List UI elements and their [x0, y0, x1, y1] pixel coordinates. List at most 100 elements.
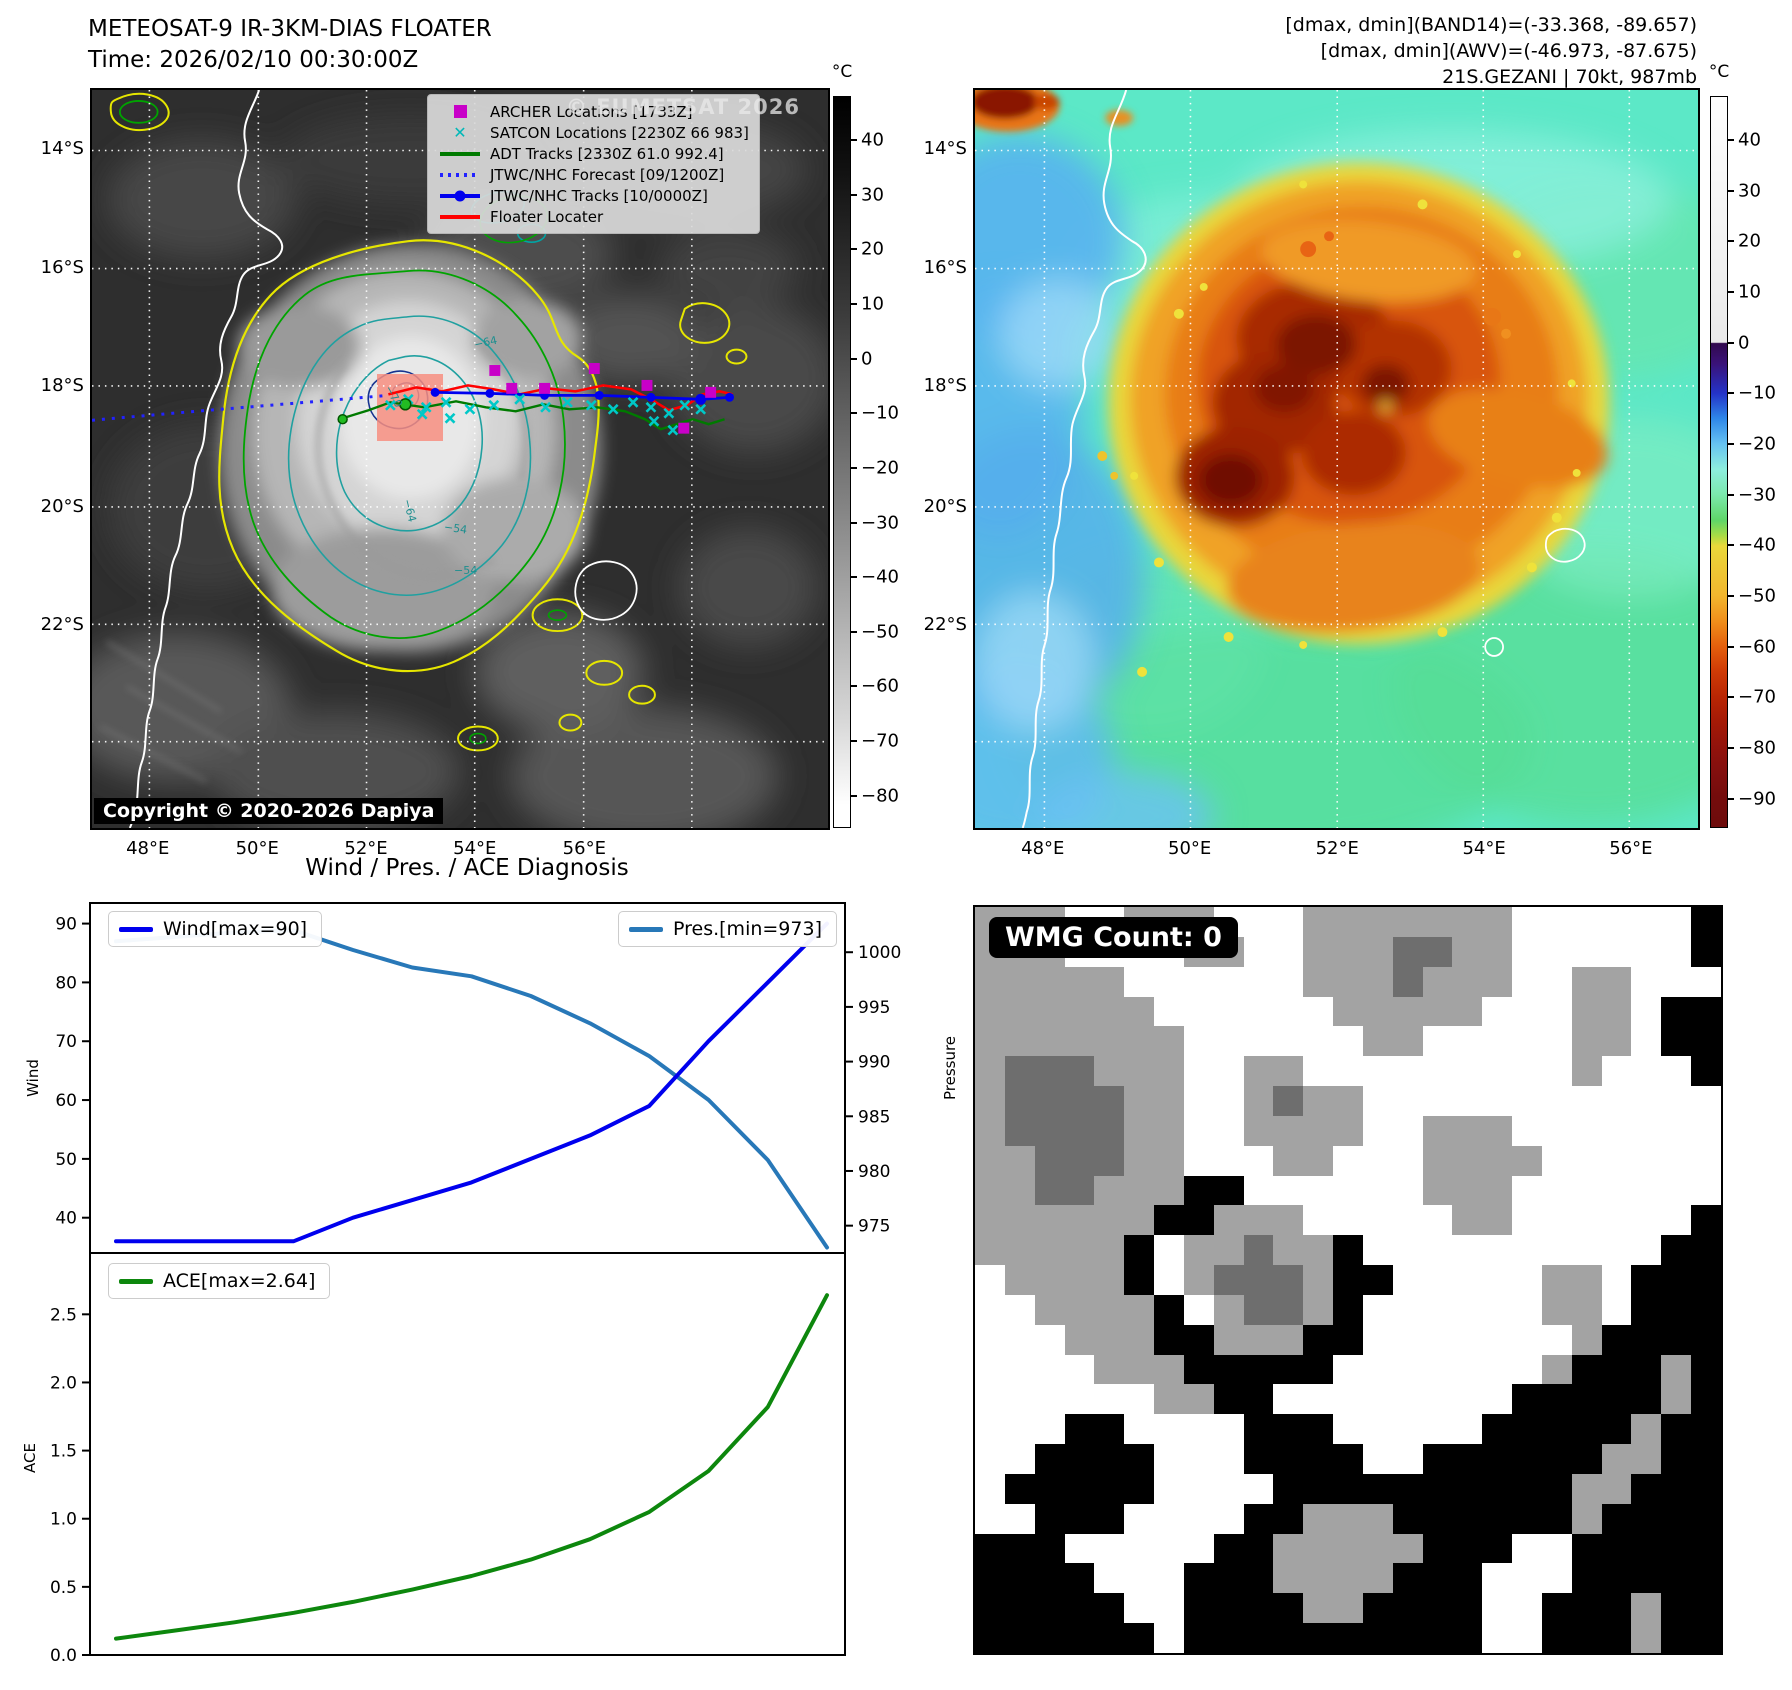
legend-item: ARCHER Locations [1733Z] [438, 101, 749, 122]
wmg-cell [1661, 1086, 1692, 1116]
wmg-cell [1213, 1384, 1244, 1415]
wmg-cell [1571, 1175, 1602, 1206]
wmg-cell [1213, 1056, 1244, 1087]
wmg-cell [1213, 1623, 1244, 1653]
wmg-cell [1452, 1115, 1483, 1146]
wmg-cell [975, 1384, 1005, 1415]
wmg-cell [1034, 1265, 1065, 1295]
wmg-cell [1064, 1175, 1095, 1206]
wmg-cell [1004, 1354, 1035, 1385]
wmg-cell [1392, 1354, 1423, 1385]
wmg-cell [1482, 1444, 1513, 1474]
wmg-cell [975, 1503, 1005, 1534]
colorbar-tick-mark [851, 685, 857, 688]
wmg-cell [1094, 1115, 1125, 1146]
wmg-cell [1064, 1563, 1095, 1594]
wmg-cell [1303, 996, 1334, 1027]
wmg-cell [1691, 996, 1721, 1027]
wmg-cell [1422, 1563, 1453, 1594]
wmg-cell [1034, 1026, 1065, 1057]
wmg-cell [1691, 1533, 1721, 1564]
wmg-cell [1064, 996, 1095, 1027]
lat-tick-label: 22°S [923, 614, 967, 636]
wmg-cell [1004, 1503, 1035, 1534]
colorbar-tick-label: 30 [861, 184, 884, 206]
lat-tick-label: 14°S [923, 137, 967, 159]
wmg-cell [1661, 1623, 1692, 1653]
wmg-cell [1422, 1056, 1453, 1087]
wmg-cell [1333, 1563, 1363, 1594]
wmg-cell [1154, 1294, 1184, 1325]
wmg-cell [1452, 1324, 1483, 1355]
svg-text:990: 990 [858, 1053, 890, 1073]
wmg-cell [1691, 1414, 1721, 1445]
wmg-cell [1541, 1056, 1572, 1087]
wmg-cell [1124, 1086, 1155, 1116]
jtwc-forecast-line [92, 393, 389, 422]
wmg-cell [1094, 1145, 1125, 1176]
wmg-cell [1691, 1056, 1721, 1087]
wmg-cell [1691, 1593, 1721, 1624]
wmg-cell [1034, 1205, 1065, 1236]
wmg-cell [1034, 1563, 1065, 1594]
wmg-cell [1691, 1324, 1721, 1355]
pressure-legend: Pres.[min=973] [618, 911, 837, 947]
wmg-cell [1482, 1563, 1513, 1594]
wmg-cell [1333, 1115, 1363, 1146]
wmg-cell [1243, 1175, 1274, 1206]
wmg-cell [1691, 1473, 1721, 1504]
wmg-cell [1004, 1026, 1035, 1057]
svg-text:80: 80 [55, 973, 77, 993]
colorbar-tick-mark [1728, 595, 1734, 597]
wmg-cell [1541, 1414, 1572, 1445]
diagnosis-chart-title: Wind / Pres. / ACE Diagnosis [305, 855, 629, 881]
wmg-cell [1571, 1086, 1602, 1116]
wmg-cell [1512, 1623, 1542, 1653]
wmg-cell [1273, 1473, 1304, 1504]
wmg-cell [1631, 1623, 1662, 1653]
wmg-cell [1452, 1533, 1483, 1564]
wmg-cell [1661, 907, 1692, 937]
colorbar-tick-mark [851, 412, 857, 415]
wmg-cell [1392, 1235, 1423, 1266]
wmg-cell [1303, 1414, 1334, 1445]
wmg-cell [1601, 1563, 1632, 1594]
wmg-cell [1034, 1414, 1065, 1445]
wmg-cell [1362, 966, 1393, 997]
colorbar-tick-mark [851, 466, 857, 469]
wmg-cell [1452, 1384, 1483, 1415]
wmg-cell [1392, 1593, 1423, 1624]
wmg-cell [1512, 1205, 1542, 1236]
storm-core-enhanced [1108, 162, 1610, 644]
wmg-cell [1571, 1056, 1602, 1087]
wmg-cell [1691, 1623, 1721, 1653]
wmg-cell [1064, 1444, 1095, 1474]
gravity-wave-streaks [99, 640, 243, 784]
svg-text:975: 975 [858, 1217, 890, 1237]
wmg-cell [1452, 907, 1483, 937]
wmg-cell [1691, 1294, 1721, 1325]
wmg-cell [1661, 1324, 1692, 1355]
wmg-cell [1392, 1026, 1423, 1057]
colorbar-tick-label: −10 [861, 402, 899, 424]
wmg-cell [1482, 907, 1513, 937]
wmg-cell [1004, 1145, 1035, 1176]
wmg-cell [1064, 1294, 1095, 1325]
wmg-cell [1392, 1205, 1423, 1236]
wmg-cell [1541, 1294, 1572, 1325]
wmg-cell [1452, 1444, 1483, 1474]
wmg-cell [1601, 1175, 1632, 1206]
wmg-cell [1303, 1563, 1334, 1594]
colorbar-tick-mark [1728, 189, 1734, 192]
wmg-cell [1243, 1086, 1274, 1116]
wmg-cell [1661, 1175, 1692, 1206]
wmg-cell [1094, 1414, 1125, 1445]
wmg-cell [1541, 1145, 1572, 1176]
wmg-cell [1154, 1414, 1184, 1445]
wmg-cell [1183, 1354, 1214, 1385]
wmg-cell [1303, 1026, 1334, 1057]
lon-tick-label: 48°E [1021, 838, 1065, 859]
wmg-cell [1183, 1414, 1214, 1445]
wmg-cell [1422, 1175, 1453, 1206]
island-outline [574, 560, 638, 621]
